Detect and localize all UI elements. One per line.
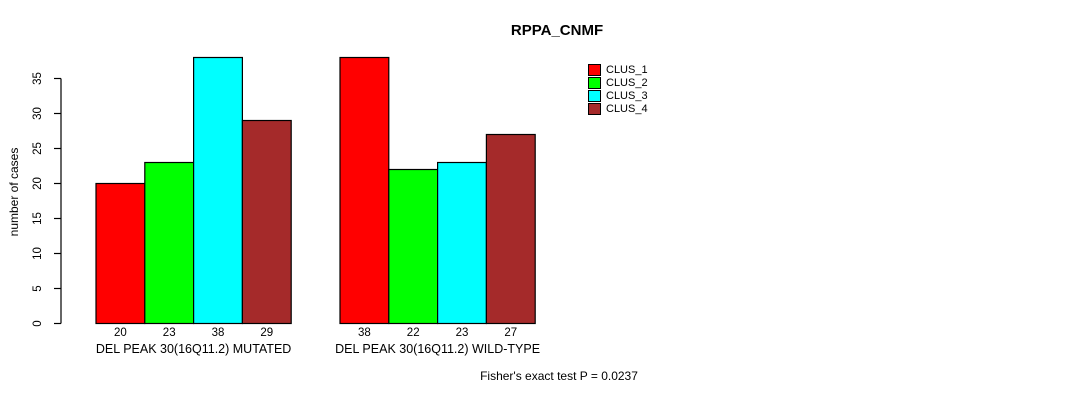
group-label: DEL PEAK 30(16Q11.2) MUTATED <box>96 342 291 356</box>
bar-clus_4 <box>241 119 292 325</box>
bar-clus_2 <box>388 168 439 325</box>
y-axis-tick-label: 20 <box>32 177 44 190</box>
bar-value-label: 23 <box>163 327 176 339</box>
legend: CLUS_1 CLUS_2 CLUS_3 CLUS_4 <box>588 64 648 115</box>
y-axis-tick-label: 15 <box>32 212 44 225</box>
legend-swatch <box>588 77 601 90</box>
legend-label: CLUS_2 <box>606 77 648 90</box>
bar-value-label: 38 <box>358 327 371 339</box>
y-axis-tick-label: 5 <box>32 285 44 291</box>
bar-clus_3 <box>437 161 488 325</box>
bar-value-label: 27 <box>504 327 517 339</box>
legend-label: CLUS_4 <box>606 102 648 115</box>
legend-swatch <box>588 89 601 102</box>
legend-label: CLUS_3 <box>606 89 648 102</box>
group-label: DEL PEAK 30(16Q11.2) WILD-TYPE <box>335 342 540 356</box>
bar-value-label: 29 <box>260 327 273 339</box>
chart-title: RPPA_CNMF <box>510 22 604 39</box>
bar-clus_3 <box>193 56 244 325</box>
bar-clus_1 <box>339 56 390 325</box>
y-axis-tick-label: 0 <box>32 320 44 326</box>
y-axis-tick-label: 30 <box>32 107 44 120</box>
bar-value-label: 20 <box>114 327 127 339</box>
bar-value-label: 23 <box>456 327 469 339</box>
legend-swatch <box>588 102 601 115</box>
bar-value-label: 22 <box>407 327 420 339</box>
bar-clus_4 <box>485 133 536 325</box>
legend-swatch <box>588 64 601 77</box>
bar-clus_2 <box>144 161 195 325</box>
bar-value-label: 38 <box>212 327 225 339</box>
y-axis-tick-label: 35 <box>32 72 44 85</box>
legend-item: CLUS_4 <box>588 102 648 115</box>
legend-item: CLUS_3 <box>588 89 648 103</box>
y-axis-tick-label: 25 <box>32 142 44 155</box>
legend-item: CLUS_2 <box>588 77 648 90</box>
footer-annotation: Fisher's exact test P = 0.0237 <box>480 369 638 383</box>
legend-item: CLUS_1 <box>588 64 648 77</box>
bar-clus_1 <box>95 182 146 325</box>
legend-label: CLUS_1 <box>606 64 648 77</box>
y-axis-tick-label: 10 <box>32 247 44 260</box>
